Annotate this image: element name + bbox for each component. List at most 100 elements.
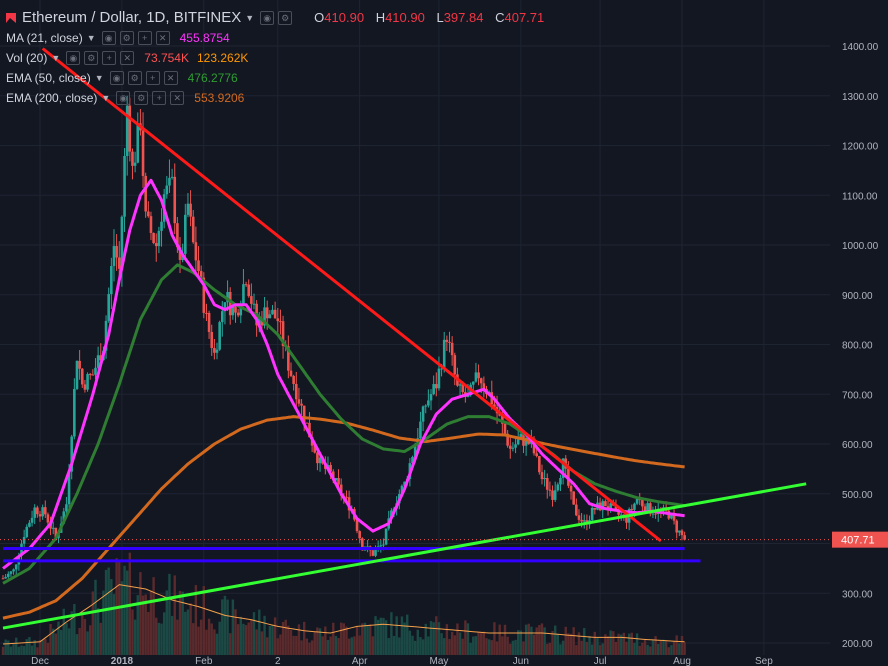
volume-bar	[260, 631, 264, 655]
candle-body	[242, 284, 245, 305]
candle-body	[78, 360, 81, 369]
volume-bar	[73, 604, 76, 655]
candle-body	[493, 404, 496, 408]
grid	[0, 0, 830, 655]
chevron-down-icon[interactable]: ▼	[101, 93, 111, 103]
volume-bar	[522, 641, 525, 655]
gear-icon[interactable]: ⚙	[278, 11, 293, 25]
volume-bar	[445, 624, 449, 655]
volume-bar	[601, 643, 604, 655]
volume-bar	[15, 637, 18, 655]
symbol-title[interactable]: Ethereum / Dollar, 1D, BITFINEX	[22, 9, 242, 26]
eye-icon[interactable]: ◉	[260, 11, 275, 25]
volume-bar	[561, 640, 565, 655]
volume-bar	[292, 635, 295, 655]
volume-bar	[302, 621, 306, 655]
volume-bar	[258, 609, 261, 655]
volume-bar	[213, 629, 216, 655]
candle-body	[223, 302, 227, 312]
indicator-row-ma21[interactable]: MA (21, close) ▼ ◉ ⚙ + ✕ 455.8754	[6, 28, 544, 48]
plus-icon[interactable]: +	[152, 91, 167, 105]
candle-body	[471, 381, 475, 385]
volume-bar	[680, 635, 684, 655]
close-value: 407.71	[504, 10, 545, 25]
indicator-name[interactable]: EMA (200, close)	[6, 91, 98, 105]
x-tick-label: Apr	[352, 656, 368, 666]
close-icon[interactable]: ✕	[155, 31, 170, 45]
volume-bar	[102, 590, 105, 655]
candle-body	[427, 400, 430, 406]
volume-bar	[176, 619, 179, 655]
candle-body	[535, 453, 538, 457]
candle-body	[297, 399, 301, 404]
plus-icon[interactable]: +	[145, 71, 160, 85]
volume-bar	[657, 643, 660, 655]
plus-icon[interactable]: +	[102, 51, 117, 65]
eye-icon[interactable]: ◉	[101, 31, 116, 45]
volume-ma-line	[2, 584, 685, 645]
gear-icon[interactable]: ⚙	[134, 91, 149, 105]
close-icon[interactable]: ✕	[170, 91, 185, 105]
volume-bar	[472, 636, 475, 655]
indicator-name[interactable]: Vol (20)	[6, 51, 48, 65]
volume-bar	[178, 590, 182, 655]
volume-bar	[503, 624, 507, 655]
candle-body	[302, 405, 306, 423]
gear-icon[interactable]: ⚙	[84, 51, 99, 65]
candle-body	[400, 485, 404, 495]
candle-body	[189, 203, 192, 217]
chevron-down-icon[interactable]: ▼	[94, 73, 104, 83]
low-label: L	[436, 10, 444, 25]
candle-body	[88, 374, 92, 376]
candle-body	[107, 294, 110, 321]
indicator-row-ema50[interactable]: EMA (50, close) ▼ ◉ ⚙ + ✕ 476.2776	[6, 68, 544, 88]
chevron-down-icon[interactable]: ▼	[245, 13, 255, 23]
y-tick-label: 1000.00	[842, 241, 879, 252]
trendline-support[interactable]	[2, 482, 807, 630]
drawings[interactable]	[0, 47, 830, 630]
indicator-row-ema200[interactable]: EMA (200, close) ▼ ◉ ⚙ + ✕ 553.9206	[6, 88, 544, 108]
eye-icon[interactable]: ◉	[109, 71, 124, 85]
volume-bar	[466, 623, 470, 655]
chevron-down-icon[interactable]: ▼	[51, 53, 61, 63]
y-tick-label: 900.00	[842, 291, 873, 302]
indicator-name[interactable]: MA (21, close)	[6, 31, 83, 45]
volume-bar	[379, 617, 383, 655]
plus-icon[interactable]: +	[137, 31, 152, 45]
volume-bar	[326, 639, 330, 655]
time-axis[interactable]: Dec 2018 Feb 2 Apr May Jun Jul Aug Sep	[0, 655, 888, 666]
close-icon[interactable]: ✕	[163, 71, 178, 85]
volume-bar	[498, 624, 501, 655]
close-icon[interactable]: ✕	[120, 51, 135, 65]
volume-bar	[575, 645, 578, 655]
volume-bar	[387, 638, 390, 655]
volume-bar	[155, 617, 158, 655]
candle-body	[334, 477, 338, 481]
candle-body	[147, 211, 150, 217]
volume-bar	[569, 633, 573, 655]
volume-bar	[583, 628, 586, 655]
trendline-resistance[interactable]	[41, 47, 662, 543]
eye-icon[interactable]: ◉	[116, 91, 131, 105]
candle-body	[99, 355, 103, 361]
chevron-down-icon[interactable]: ▼	[86, 33, 96, 43]
volume-bar	[350, 637, 353, 655]
gear-icon[interactable]: ⚙	[127, 71, 142, 85]
candle-body	[170, 176, 174, 178]
candle-body	[519, 434, 523, 440]
volume-bar	[366, 625, 369, 655]
indicator-row-vol[interactable]: Vol (20) ▼ ◉ ⚙ + ✕ 73.754K 123.262K	[6, 48, 544, 68]
candle-body	[434, 384, 438, 389]
volume-bar	[556, 634, 560, 655]
candle-body	[136, 123, 140, 163]
price-axis[interactable]: 200.00300.00400.00500.00600.00700.00800.…	[830, 0, 888, 666]
indicator-name[interactable]: EMA (50, close)	[6, 71, 91, 85]
candle-body	[474, 372, 478, 382]
candle-body	[316, 452, 319, 464]
candle-body	[176, 223, 179, 248]
volume-bar	[493, 622, 496, 655]
eye-icon[interactable]: ◉	[66, 51, 81, 65]
candle-body	[160, 221, 163, 231]
gear-icon[interactable]: ⚙	[119, 31, 134, 45]
